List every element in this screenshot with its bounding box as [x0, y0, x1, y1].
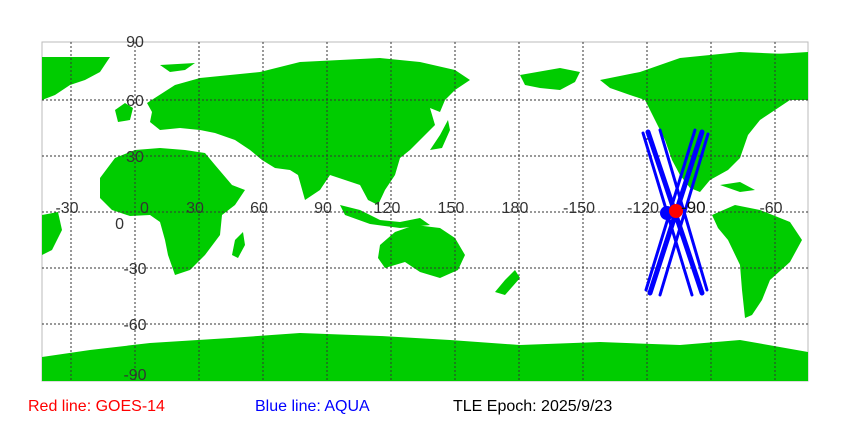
longitude-label: 180: [502, 200, 529, 217]
alaska-siberia-east: [520, 68, 580, 90]
landmasses: [42, 52, 808, 381]
africa: [100, 148, 245, 275]
longitude-label: 120: [374, 200, 401, 217]
graticule-labels: 90 60 30 0 -30 -60 -90 -30 0 30 60 90 120 150 180 -150 -…: [55, 34, 782, 384]
new-zealand: [495, 270, 520, 295]
longitude-label: -90: [681, 198, 706, 217]
svalbard: [160, 63, 195, 72]
south-america: [712, 205, 802, 318]
legend-red-goes14: Red line: GOES-14: [28, 398, 165, 415]
longitude-label: 90: [314, 200, 332, 217]
south-america-east-wrap: [42, 212, 62, 255]
longitude-label: -60: [759, 200, 782, 217]
latitude-label: 30: [126, 149, 144, 166]
latitude-label: -60: [123, 317, 146, 334]
indonesia: [340, 205, 430, 228]
longitude-label: -150: [563, 200, 595, 217]
latitude-label: 90: [126, 34, 144, 51]
goes14-position-marker: [669, 204, 683, 218]
longitude-label: -120: [627, 200, 659, 217]
north-america: [600, 52, 808, 192]
antarctica: [42, 333, 808, 381]
legend-blue-aqua: Blue line: AQUA: [255, 398, 370, 415]
caribbean: [720, 182, 755, 192]
greenland-west: [42, 57, 110, 100]
tle-epoch: TLE Epoch: 2025/9/23: [453, 398, 613, 415]
aqua-track-segment: [658, 132, 710, 297]
graticule: [42, 42, 808, 381]
eurasia: [147, 58, 470, 205]
latitude-label: -30: [123, 261, 146, 278]
longitude-label: 30: [186, 200, 204, 217]
longitude-label: 60: [250, 200, 268, 217]
longitude-label: 0: [140, 200, 149, 217]
latitude-label: 0: [115, 216, 124, 233]
australia: [378, 225, 465, 278]
madagascar: [232, 232, 245, 258]
latitude-label: 60: [126, 93, 144, 110]
greenland-east: [760, 52, 808, 85]
british-isles: [115, 103, 133, 122]
aqua-track-segment: [658, 128, 709, 292]
longitude-label: 150: [438, 200, 465, 217]
longitude-label: -30: [55, 200, 78, 217]
latitude-label: -90: [123, 367, 146, 384]
japan: [430, 120, 450, 150]
